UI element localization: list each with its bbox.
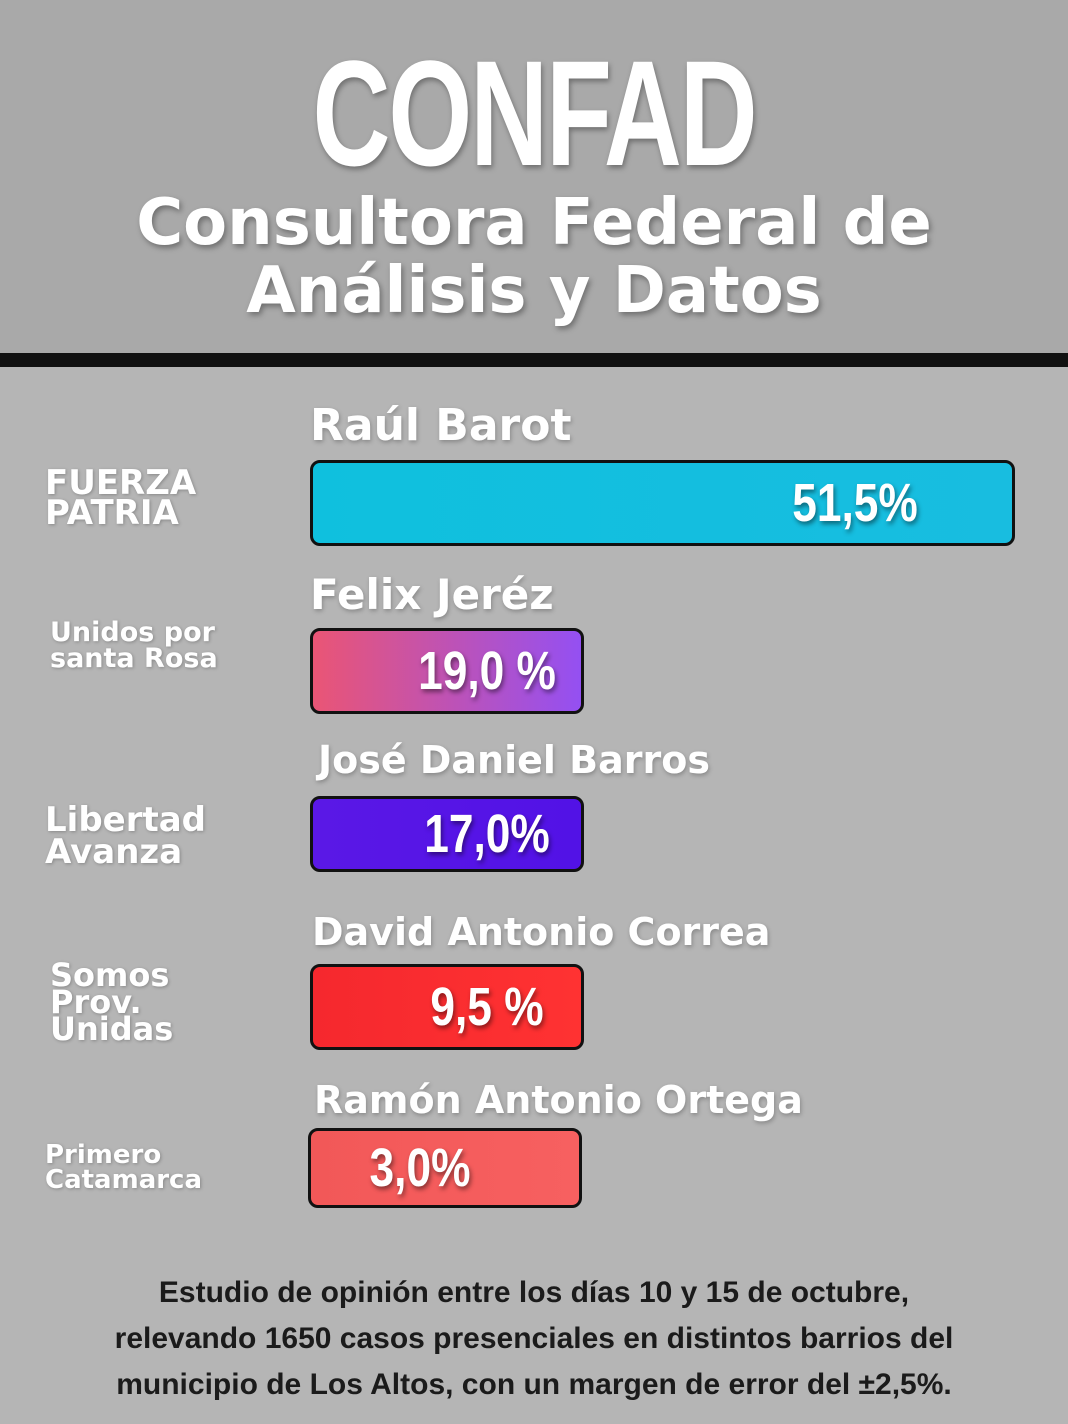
bar (310, 460, 1015, 546)
bar-value-label: 51,5% (792, 473, 918, 533)
candidate-name: Raúl Barot (310, 400, 572, 451)
bar-value-label: 3,0% (369, 1138, 471, 1198)
party-label: Libertad Avanza (45, 800, 207, 872)
party-label: Somos Prov. Unidas (50, 956, 174, 1048)
candidate-name: José Daniel Barros (318, 738, 710, 782)
candidate-name: Felix Jeréz (310, 570, 554, 619)
candidate-name: David Antonio Correa (312, 910, 771, 954)
bar (310, 796, 584, 872)
bar (308, 1128, 582, 1208)
candidate-name: Ramón Antonio Ortega (314, 1078, 803, 1122)
footnote-line3: municipio de Los Altos, con un margen de… (116, 1368, 952, 1401)
brand-subtitle-line1: Consultora Federal de (136, 186, 932, 260)
header: CONFAD Consultora Federal de Análisis y … (0, 0, 1068, 354)
footnote: Estudio de opinión entre los días 10 y 1… (40, 1270, 1028, 1408)
bar-value-label: 19,0 % (418, 641, 556, 701)
brand-title: CONFAD (312, 29, 757, 197)
bar-value-label: 9,5 % (430, 977, 544, 1037)
bar (310, 628, 584, 714)
footnote-line1: Estudio de opinión entre los días 10 y 1… (158, 1276, 910, 1309)
bar-value-label: 17,0% (424, 804, 550, 864)
bar (310, 964, 584, 1050)
party-label: Unidos por santa Rosa (50, 617, 218, 674)
party-label: FUERZA PATRIA (45, 463, 197, 533)
footnote-line2: relevando 1650 casos presenciales en dis… (114, 1322, 954, 1355)
divider (0, 353, 1068, 367)
brand-subtitle-line2: Análisis y Datos (246, 254, 822, 328)
party-label: Primero Catamarca (45, 1140, 203, 1195)
